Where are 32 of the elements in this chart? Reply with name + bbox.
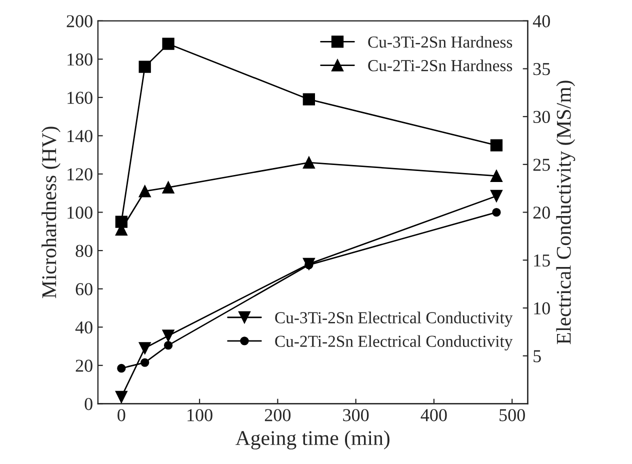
x-tick-label: 100 xyxy=(188,409,212,422)
legend-label: Cu-3Ti-2Sn Hardness xyxy=(368,36,512,48)
y2-tick-label: 10 xyxy=(534,302,550,314)
y2-tick-label: 5 xyxy=(534,350,541,362)
y2-tick-label: 35 xyxy=(533,63,550,76)
x-tick-label: 500 xyxy=(500,409,525,422)
y-tick-label: 160 xyxy=(68,92,92,104)
y-tick-label: 60 xyxy=(76,283,92,296)
y-axis-title: Microhardness (HV) xyxy=(42,126,60,298)
y-tick-label: 180 xyxy=(68,53,92,66)
y2-tick-label: 25 xyxy=(533,158,550,171)
x-tick-label: 0 xyxy=(118,409,126,422)
y2-tick-label: 15 xyxy=(534,254,550,267)
x-tick-label: 400 xyxy=(420,409,447,422)
y-tick-label: 100 xyxy=(68,206,92,219)
y2-axis-title: Electrical Conductivity (MS/m) xyxy=(556,80,576,344)
y-tick-label: 140 xyxy=(68,130,92,142)
y-tick-label: 200 xyxy=(66,15,92,28)
x-tick-label: 200 xyxy=(264,409,291,422)
y-tick-label: 120 xyxy=(68,168,92,180)
x-tick-label: 300 xyxy=(343,409,369,422)
y-tick-label: 80 xyxy=(76,244,92,257)
legend-label: Cu-2Ti-2Sn Hardness xyxy=(368,60,512,72)
y-tick-label: 0 xyxy=(84,398,92,410)
y2-tick-label: 30 xyxy=(533,110,550,124)
legend-label: Cu-2Ti-2Sn Electrical Conductivity xyxy=(275,335,513,350)
legend-label: Cu-3Ti-2Sn Electrical Conductivity xyxy=(275,312,513,327)
y2-tick-label: 40 xyxy=(532,15,550,28)
y-tick-label: 20 xyxy=(76,360,92,372)
y2-tick-label: 20 xyxy=(533,206,550,219)
x-axis-title: Ageing time (min) xyxy=(236,430,390,450)
y-tick-label: 40 xyxy=(75,321,92,334)
